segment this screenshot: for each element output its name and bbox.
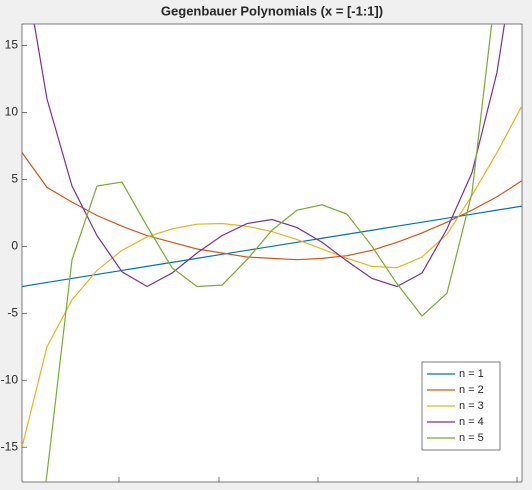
y-tick-label: 15 [5, 38, 19, 52]
series-line [33, 24, 506, 288]
series-line [22, 152, 522, 261]
y-tick-label: -15 [1, 439, 19, 453]
lines [22, 24, 522, 482]
legend-label: n = 2 [459, 384, 484, 396]
legend-label: n = 3 [459, 400, 484, 412]
series-line [22, 205, 522, 288]
y-tick-label: 10 [5, 105, 19, 119]
legend-label: n = 5 [459, 432, 484, 444]
legend-label: n = 1 [459, 368, 484, 380]
y-tick-label: -10 [1, 372, 19, 386]
series-line [22, 105, 522, 448]
y-tick-label: 0 [11, 238, 18, 252]
y-tick-label: 5 [11, 172, 18, 186]
series-line [45, 24, 493, 482]
x-ticks [118, 477, 518, 482]
legend-label: n = 4 [459, 416, 484, 428]
y-tick-label: -5 [7, 305, 18, 319]
chart-title: Gegenbauer Polynomials (x = [-1:1]) [161, 3, 383, 18]
